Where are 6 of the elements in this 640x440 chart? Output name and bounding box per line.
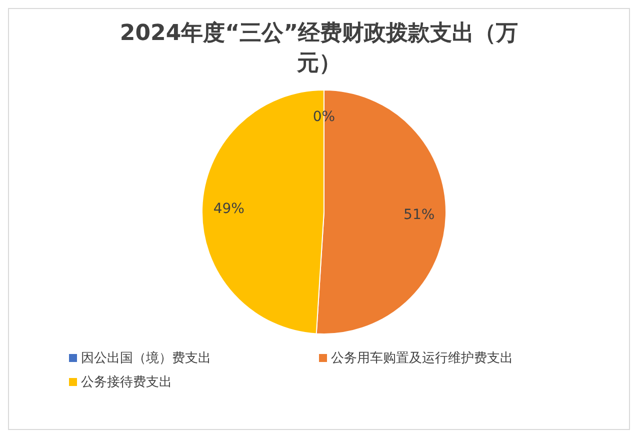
chart-title: 2024年度“三公”经费财政拨款支出（万元） (118, 20, 520, 78)
legend-label: 公务用车购置及运行维护费支出 (331, 350, 513, 367)
data-label: 49% (213, 201, 244, 218)
legend-label: 因公出国（境）费支出 (81, 350, 211, 367)
data-label: 51% (404, 206, 435, 223)
legend-label: 公务接待费支出 (81, 374, 172, 391)
